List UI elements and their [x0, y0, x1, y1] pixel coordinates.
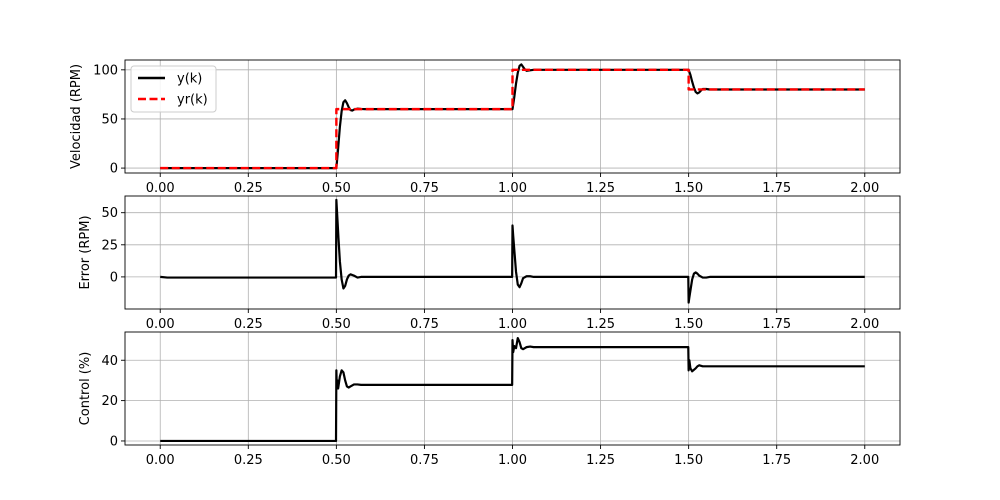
x-tick-label: 1.50 [674, 453, 703, 468]
x-tick-label: 1.25 [586, 317, 615, 332]
x-tick-label: 0.50 [322, 453, 351, 468]
y-tick-label: 50 [101, 206, 118, 221]
x-tick-label: 0.00 [146, 453, 175, 468]
x-tick-label: 0.25 [234, 453, 263, 468]
x-tick-label: 1.00 [498, 181, 527, 196]
legend-label: yr(k) [177, 93, 208, 108]
legend-label: y(k) [177, 72, 202, 87]
y-tick-label: 0 [110, 162, 118, 177]
y-tick-label: 20 [101, 394, 118, 409]
y-tick-label: 0 [110, 434, 118, 449]
x-tick-label: 0.50 [322, 181, 351, 196]
y-axis-label: Error (RPM) [78, 215, 93, 289]
x-tick-label: 0.25 [234, 181, 263, 196]
legend: y(k) yr(k) [131, 66, 216, 112]
x-tick-label: 0.00 [146, 317, 175, 332]
x-tick-label: 1.50 [674, 317, 703, 332]
x-tick-label: 0.25 [234, 317, 263, 332]
y-tick-label: 0 [110, 270, 118, 285]
y-tick-label: 25 [101, 238, 118, 253]
x-tick-label: 0.75 [410, 317, 439, 332]
y-axis-label: Control (%) [78, 352, 93, 426]
x-tick-label: 0.00 [146, 181, 175, 196]
x-tick-label: 1.75 [762, 181, 791, 196]
x-tick-label: 1.75 [762, 453, 791, 468]
x-tick-label: 0.75 [410, 181, 439, 196]
y-axis-label: Velocidad (RPM) [69, 64, 84, 169]
x-tick-label: 1.25 [586, 453, 615, 468]
y-tick-label: 50 [101, 112, 118, 127]
x-tick-label: 1.00 [498, 453, 527, 468]
x-tick-label: 1.75 [762, 317, 791, 332]
x-tick-label: 2.00 [850, 317, 879, 332]
y-tick-label: 40 [101, 354, 118, 369]
x-tick-label: 1.25 [586, 181, 615, 196]
y-tick-label: 100 [93, 63, 118, 78]
x-tick-label: 1.00 [498, 317, 527, 332]
x-tick-label: 0.75 [410, 453, 439, 468]
x-tick-label: 2.00 [850, 181, 879, 196]
x-tick-label: 1.50 [674, 181, 703, 196]
x-tick-label: 2.00 [850, 453, 879, 468]
x-tick-label: 0.50 [322, 317, 351, 332]
